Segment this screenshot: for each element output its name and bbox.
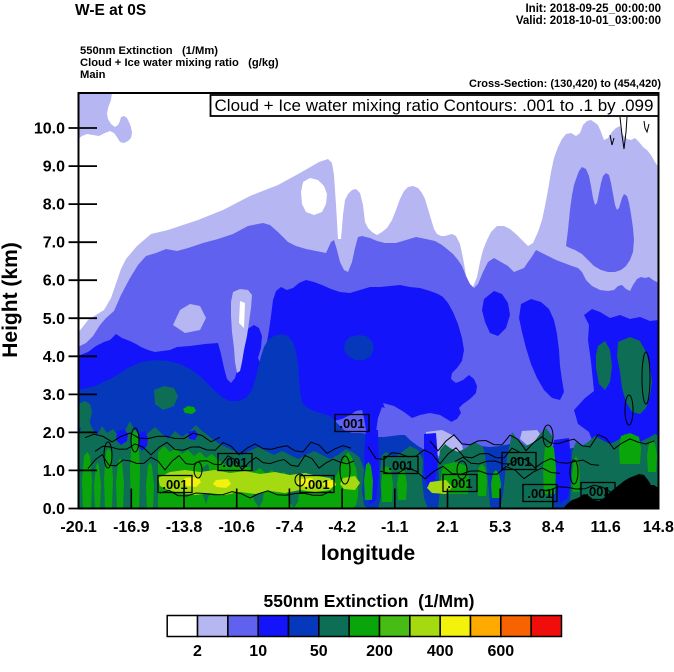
svg-text:.001: .001 xyxy=(162,477,187,492)
svg-text:550nm Extinction (1/Mm): 550nm Extinction (1/Mm) xyxy=(80,45,218,57)
svg-text:-7.4: -7.4 xyxy=(276,519,304,536)
svg-text:200: 200 xyxy=(366,643,393,660)
svg-text:3.0: 3.0 xyxy=(43,387,65,404)
svg-text:Main: Main xyxy=(80,69,106,81)
svg-text:4.0: 4.0 xyxy=(43,349,65,366)
svg-text:longitude: longitude xyxy=(321,542,415,565)
svg-text:-13.8: -13.8 xyxy=(166,519,203,536)
svg-text:8.0: 8.0 xyxy=(43,197,65,214)
svg-text:550nm Extinction (1/Mm): 550nm Extinction (1/Mm) xyxy=(263,591,474,611)
svg-text:.001: .001 xyxy=(388,458,413,473)
svg-text:.001: .001 xyxy=(222,455,247,470)
svg-text:.001: .001 xyxy=(585,484,610,499)
svg-text:Init: 2018-09-25_00:00:00: Init: 2018-09-25_00:00:00 xyxy=(525,3,661,15)
svg-text:10: 10 xyxy=(249,643,267,660)
svg-text:-1.1: -1.1 xyxy=(381,519,409,536)
svg-text:Cloud + Ice water mixing ratio: Cloud + Ice water mixing ratio (g/kg) xyxy=(80,57,279,69)
svg-text:.001: .001 xyxy=(527,486,552,501)
svg-text:.001: .001 xyxy=(304,477,329,492)
svg-text:5.3: 5.3 xyxy=(489,519,511,536)
svg-text:Cross-Section: (130,420) to (4: Cross-Section: (130,420) to (454,420) xyxy=(469,78,661,90)
svg-text:6.0: 6.0 xyxy=(43,273,65,290)
svg-text:W-E at 0S: W-E at 0S xyxy=(75,2,146,19)
svg-text:-16.9: -16.9 xyxy=(113,519,150,536)
svg-text:14.8: 14.8 xyxy=(643,519,674,536)
svg-text:1.0: 1.0 xyxy=(43,463,65,480)
svg-text:600: 600 xyxy=(487,643,514,660)
svg-text:.001: .001 xyxy=(506,454,531,469)
svg-text:8.4: 8.4 xyxy=(542,519,564,536)
svg-text:10.0: 10.0 xyxy=(34,121,65,138)
svg-text:7.0: 7.0 xyxy=(43,235,65,252)
svg-text:.001: .001 xyxy=(447,476,472,491)
svg-text:.001: .001 xyxy=(339,416,364,431)
svg-text:9.0: 9.0 xyxy=(43,159,65,176)
svg-text:2: 2 xyxy=(193,643,202,660)
svg-text:Valid: 2018-10-01_03:00:00: Valid: 2018-10-01_03:00:00 xyxy=(516,15,661,27)
svg-text:Cloud + Ice water mixing ratio: Cloud + Ice water mixing ratio Contours:… xyxy=(215,96,654,115)
svg-text:-20.1: -20.1 xyxy=(60,519,97,536)
svg-text:Height (km): Height (km) xyxy=(0,242,22,358)
svg-text:0.0: 0.0 xyxy=(43,501,65,518)
svg-text:2.1: 2.1 xyxy=(436,519,458,536)
svg-text:5.0: 5.0 xyxy=(43,311,65,328)
svg-text:400: 400 xyxy=(427,643,454,660)
svg-text:-10.6: -10.6 xyxy=(218,519,255,536)
svg-text:-4.2: -4.2 xyxy=(328,519,356,536)
svg-text:2.0: 2.0 xyxy=(43,425,65,442)
svg-text:11.6: 11.6 xyxy=(590,519,620,536)
svg-text:50: 50 xyxy=(310,643,328,660)
